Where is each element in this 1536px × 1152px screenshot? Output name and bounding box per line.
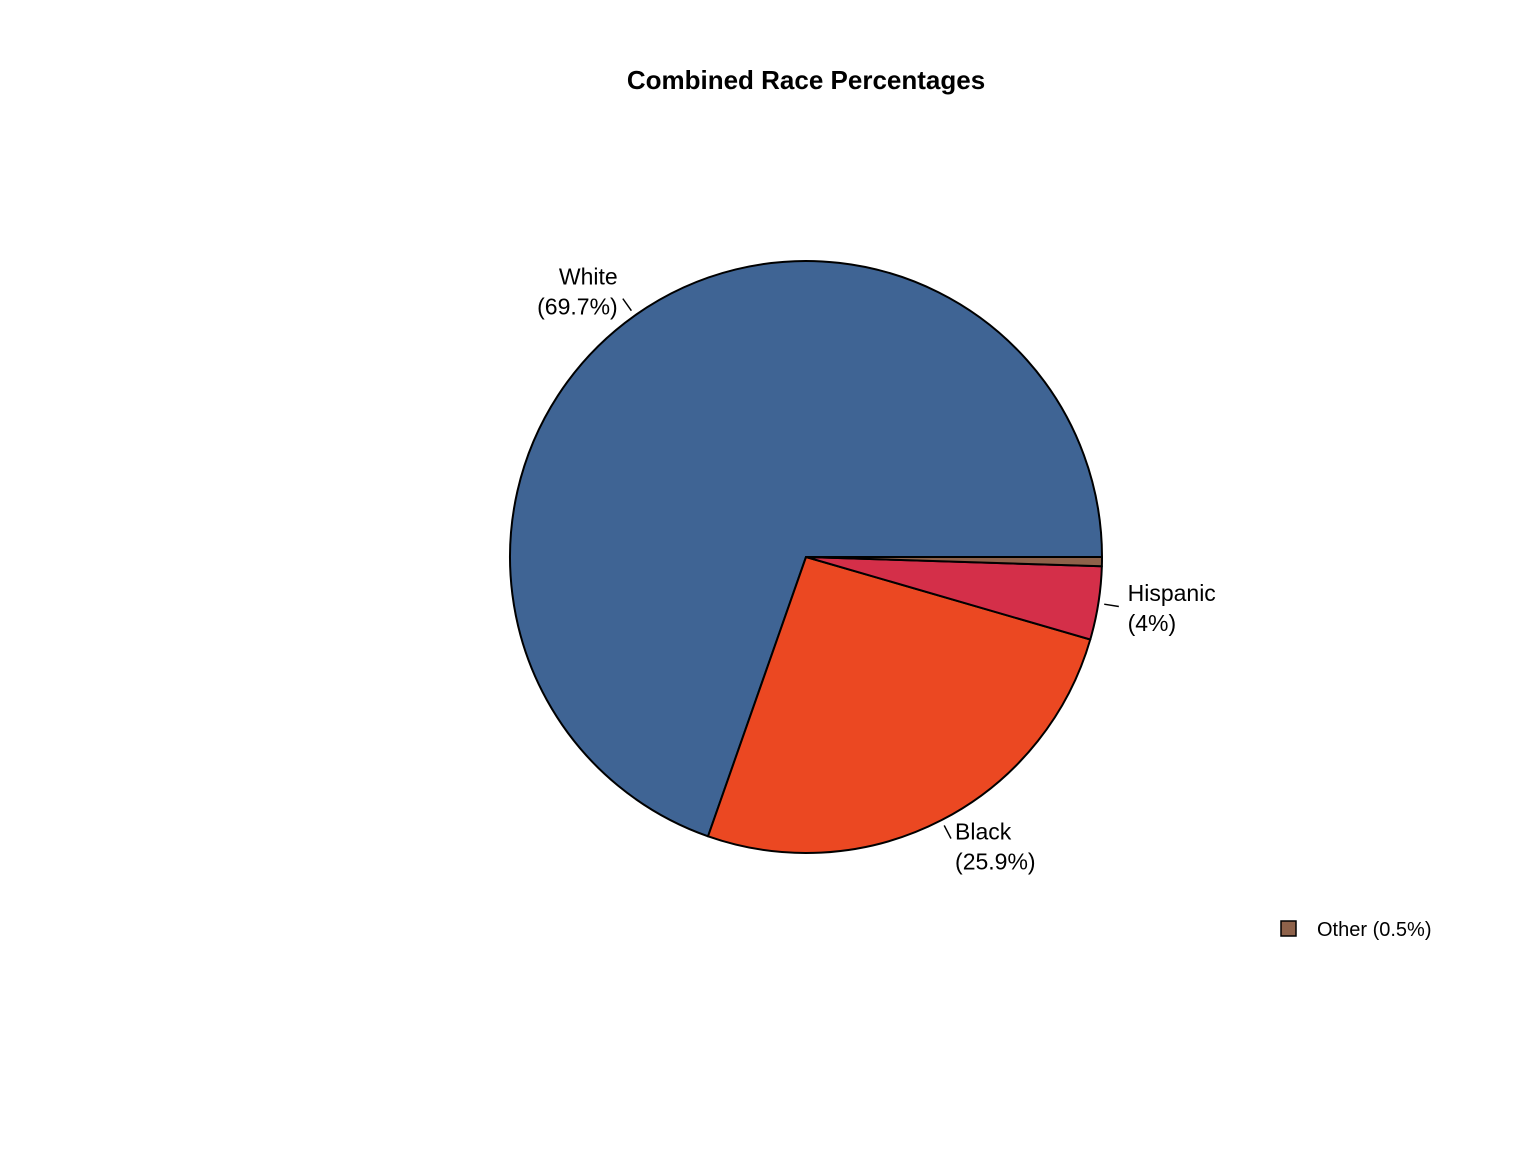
label-tick-white: [622, 298, 632, 312]
slice-label-hispanic-line-2: (4%): [1128, 610, 1177, 636]
slice-label-black-line-2: (25.9%): [955, 848, 1036, 874]
legend-label: Other (0.5%): [1317, 919, 1431, 941]
chart-title: Combined Race Percentages: [627, 65, 985, 95]
slice-label-white-line-1: White: [559, 263, 618, 289]
legend: Other (0.5%): [1280, 919, 1431, 941]
pie-slice-other: [805, 556, 1103, 568]
pie-slice-white: [509, 260, 1103, 838]
slice-label-hispanic-line-1: Hispanic: [1128, 580, 1216, 606]
legend-swatch: [1280, 920, 1297, 937]
slice-label-black-line-1: Black: [955, 818, 1012, 844]
slice-label-white-line-2: (69.7%): [537, 293, 618, 319]
pie-slice-black: [707, 556, 1092, 854]
label-tick-hispanic: [1104, 603, 1119, 608]
pie-slices: [509, 260, 1103, 854]
pie-labels: White (69.7%) Black (25.9%) Hispanic (4%): [537, 263, 1216, 874]
label-tick-black: [943, 825, 952, 839]
